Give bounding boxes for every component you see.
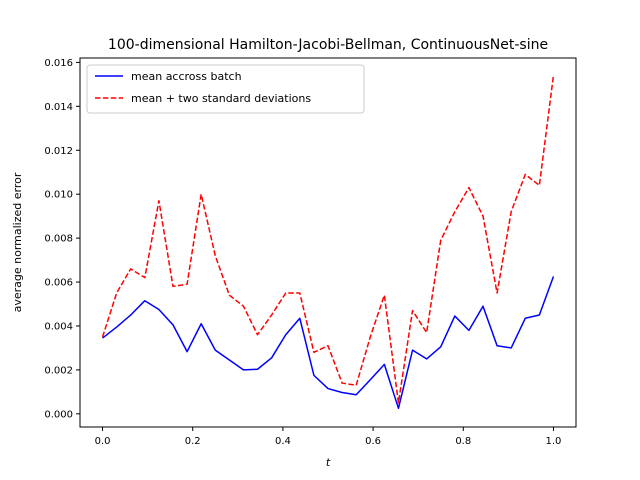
y-tick-label: 0.008 bbox=[44, 234, 73, 245]
y-axis-label: average normalized error bbox=[11, 172, 24, 312]
y-tick-label: 0.000 bbox=[44, 409, 73, 420]
legend-frame bbox=[86, 64, 365, 114]
x-tick-label: 0.0 bbox=[95, 436, 111, 447]
x-tick-label: 1.0 bbox=[546, 436, 562, 447]
legend-label-mean: mean accross batch bbox=[131, 70, 242, 83]
x-tick-label: 0.8 bbox=[455, 436, 471, 447]
y-tick-label: 0.012 bbox=[44, 146, 73, 157]
series-layer bbox=[101, 75, 555, 410]
legend: mean accross batch mean + two standard d… bbox=[86, 64, 365, 114]
legend-label-upper-bound: mean + two standard deviations bbox=[131, 92, 311, 105]
y-tick-label: 0.010 bbox=[44, 190, 73, 201]
series-line-upper-bound bbox=[101, 75, 555, 404]
plot-area: 0.0 0.2 0.4 0.6 0.8 1.0 0.0000.0020.0040.0060… bbox=[44, 57, 577, 447]
y-tick-label: 0.002 bbox=[44, 365, 73, 376]
plot-frame bbox=[79, 57, 577, 428]
series-line-mean bbox=[102, 276, 555, 410]
x-axis-ticks: 0.0 0.2 0.4 0.6 0.8 1.0 bbox=[95, 427, 562, 447]
y-tick-label: 0.006 bbox=[44, 278, 73, 289]
y-tick-label: 0.016 bbox=[44, 58, 73, 69]
x-axis-label: t bbox=[326, 456, 331, 469]
x-tick-label: 0.4 bbox=[275, 436, 291, 447]
y-tick-label: 0.004 bbox=[44, 321, 73, 332]
x-tick-label: 0.2 bbox=[185, 436, 201, 447]
y-axis-ticks: 0.000 0.002 0.004 0.006 0.008 0.010 0.012 0.014… bbox=[44, 58, 80, 420]
x-tick-label: 0.6 bbox=[365, 436, 381, 447]
y-tick-label: 0.014 bbox=[44, 102, 73, 113]
chart-title: 100-dimensional Hamilton-Jacobi-Bellman,… bbox=[108, 37, 548, 53]
